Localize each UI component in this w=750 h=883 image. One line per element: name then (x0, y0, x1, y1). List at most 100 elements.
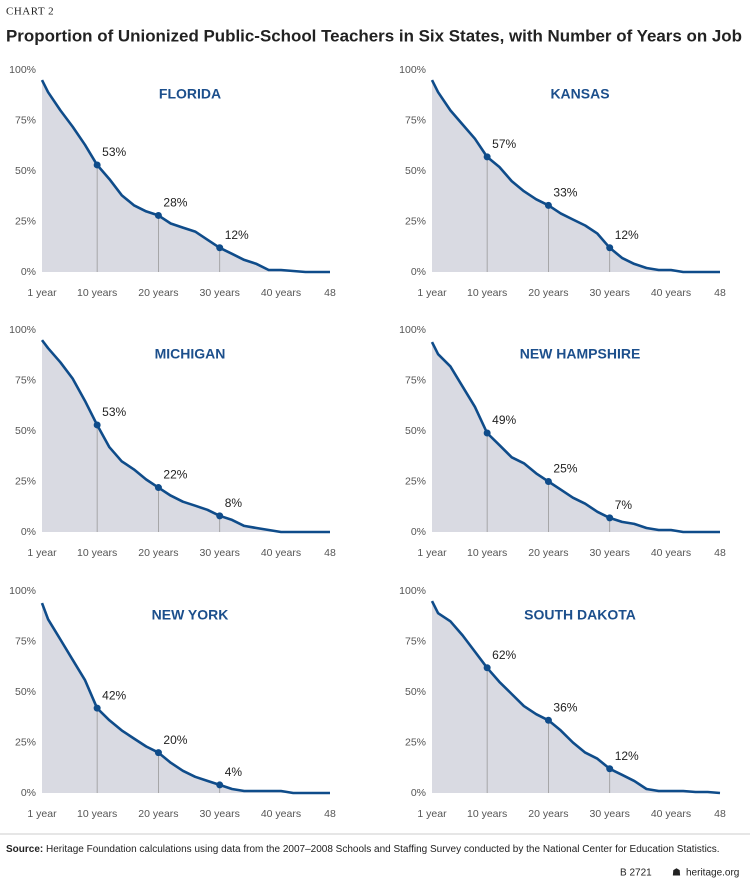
y-tick-label: 0% (21, 526, 36, 538)
data-label: 36% (553, 700, 577, 714)
y-tick-label: 25% (405, 215, 426, 227)
data-label: 49% (492, 413, 516, 427)
y-tick-label: 100% (9, 324, 36, 336)
page-title: Proportion of Unionized Public-School Te… (6, 26, 742, 45)
x-tick-label: 1 year (27, 547, 57, 559)
y-tick-label: 100% (399, 64, 426, 76)
x-tick-label: 10 years (467, 287, 507, 299)
bell-icon: ☗ (672, 868, 681, 879)
panel-title: KANSAS (550, 86, 609, 102)
x-tick-label: 1 year (27, 808, 57, 820)
marker (606, 244, 614, 252)
marker (483, 664, 491, 672)
panel-title: MICHIGAN (155, 346, 226, 362)
site: heritage.org (686, 868, 739, 879)
y-tick-label: 50% (15, 686, 36, 698)
y-tick-label: 0% (411, 787, 426, 799)
x-tick-label: 30 years (200, 808, 240, 820)
data-label: 8% (225, 496, 243, 510)
area (432, 80, 720, 272)
y-tick-label: 25% (405, 475, 426, 487)
area (42, 603, 330, 793)
y-tick-label: 25% (15, 736, 36, 748)
data-label: 12% (225, 228, 249, 242)
marker (216, 244, 224, 252)
y-tick-label: 100% (399, 585, 426, 597)
data-label: 53% (102, 405, 126, 419)
data-label: 12% (615, 749, 639, 763)
x-tick-label: 48 (714, 287, 726, 299)
marker (154, 484, 162, 492)
marker (154, 211, 162, 219)
x-tick-label: 48 (714, 547, 726, 559)
data-label: 42% (102, 688, 126, 702)
x-tick-label: 40 years (651, 287, 691, 299)
data-label: 28% (163, 196, 187, 210)
marker (606, 514, 614, 522)
y-tick-label: 75% (15, 635, 36, 647)
line (40, 602, 330, 795)
data-label: 25% (553, 462, 577, 476)
x-tick-label: 40 years (261, 287, 301, 299)
x-tick-label: 20 years (528, 547, 568, 559)
x-tick-label: 40 years (261, 808, 301, 820)
x-tick-label: 30 years (590, 808, 630, 820)
panel-title: FLORIDA (159, 86, 221, 102)
marker (93, 161, 101, 169)
marker (483, 429, 491, 437)
x-tick-label: 30 years (200, 547, 240, 559)
data-label: 12% (615, 228, 639, 242)
marker (93, 421, 101, 429)
data-label: 7% (615, 498, 633, 512)
marker (483, 153, 491, 161)
line (430, 79, 720, 274)
y-tick-label: 100% (9, 585, 36, 597)
x-tick-label: 40 years (261, 547, 301, 559)
marker (216, 512, 224, 520)
y-tick-label: 75% (405, 374, 426, 386)
panel-title: SOUTH DAKOTA (524, 607, 636, 623)
y-tick-label: 0% (411, 526, 426, 538)
y-tick-label: 50% (15, 165, 36, 177)
y-tick-label: 0% (411, 266, 426, 278)
x-tick-label: 20 years (528, 808, 568, 820)
marker (544, 201, 552, 209)
x-tick-label: 30 years (590, 287, 630, 299)
y-tick-label: 75% (15, 114, 36, 126)
x-tick-label: 48 (324, 287, 336, 299)
y-tick-label: 50% (405, 425, 426, 437)
data-label: 22% (163, 468, 187, 482)
y-tick-label: 75% (405, 635, 426, 647)
marker (544, 716, 552, 724)
y-tick-label: 50% (15, 425, 36, 437)
area (432, 342, 720, 532)
x-tick-label: 48 (714, 808, 726, 820)
data-label: 62% (492, 648, 516, 662)
panel-title: NEW HAMPSHIRE (520, 346, 641, 362)
line (40, 339, 330, 534)
area (42, 80, 330, 272)
y-tick-label: 50% (405, 686, 426, 698)
y-tick-label: 75% (15, 374, 36, 386)
source-text: Heritage Foundation calculations using d… (46, 844, 720, 855)
x-tick-label: 40 years (651, 547, 691, 559)
y-tick-label: 25% (15, 475, 36, 487)
data-label: 4% (225, 765, 243, 779)
marker (93, 704, 101, 712)
line (430, 600, 721, 795)
x-tick-label: 1 year (417, 287, 447, 299)
x-tick-label: 20 years (138, 287, 178, 299)
data-label: 33% (553, 186, 577, 200)
y-tick-label: 25% (405, 736, 426, 748)
y-tick-label: 75% (405, 114, 426, 126)
x-tick-label: 10 years (77, 547, 117, 559)
marker (606, 765, 614, 773)
marker (216, 781, 224, 789)
x-tick-label: 10 years (77, 287, 117, 299)
y-tick-label: 50% (405, 165, 426, 177)
data-label: 20% (163, 733, 187, 747)
x-tick-label: 1 year (27, 287, 57, 299)
x-tick-label: 30 years (590, 547, 630, 559)
x-tick-label: 30 years (200, 287, 240, 299)
